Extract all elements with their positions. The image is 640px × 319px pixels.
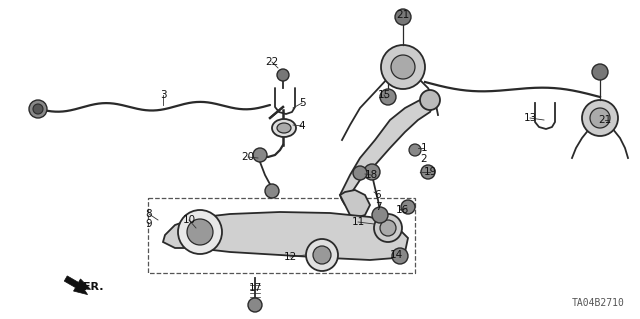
Circle shape [409, 144, 421, 156]
Circle shape [401, 200, 415, 214]
Circle shape [381, 45, 425, 89]
Text: 21: 21 [598, 115, 612, 125]
Circle shape [29, 100, 47, 118]
Circle shape [380, 220, 396, 236]
Text: 18: 18 [364, 170, 378, 180]
Text: 14: 14 [389, 250, 403, 260]
Circle shape [420, 90, 440, 110]
Text: 5: 5 [299, 98, 305, 108]
Circle shape [277, 69, 289, 81]
Text: 13: 13 [524, 113, 536, 123]
Ellipse shape [272, 119, 296, 137]
Circle shape [421, 165, 435, 179]
Text: 2: 2 [420, 154, 428, 164]
Text: 9: 9 [146, 219, 152, 229]
Text: 1: 1 [420, 143, 428, 153]
Text: 15: 15 [378, 90, 390, 100]
Text: 6: 6 [374, 190, 381, 200]
Text: 20: 20 [241, 152, 255, 162]
Text: 7: 7 [374, 202, 381, 212]
Text: 17: 17 [248, 283, 262, 293]
Circle shape [353, 166, 367, 180]
Circle shape [372, 207, 388, 223]
Circle shape [374, 214, 402, 242]
Polygon shape [340, 190, 370, 218]
Text: 8: 8 [146, 209, 152, 219]
Text: 12: 12 [284, 252, 296, 262]
Circle shape [33, 104, 43, 114]
Text: 19: 19 [424, 167, 436, 177]
Circle shape [582, 100, 618, 136]
Circle shape [253, 148, 267, 162]
Circle shape [364, 164, 380, 180]
Ellipse shape [277, 123, 291, 133]
Circle shape [178, 210, 222, 254]
Text: 22: 22 [266, 57, 278, 67]
Polygon shape [64, 276, 91, 295]
Circle shape [187, 219, 213, 245]
Circle shape [391, 55, 415, 79]
Text: 3: 3 [160, 90, 166, 100]
Circle shape [592, 64, 608, 80]
Polygon shape [163, 212, 408, 260]
Circle shape [392, 248, 408, 264]
Circle shape [248, 298, 262, 312]
Polygon shape [340, 98, 435, 205]
Text: TA04B2710: TA04B2710 [572, 298, 625, 308]
Text: 4: 4 [299, 121, 305, 131]
Circle shape [313, 246, 331, 264]
Text: FR.: FR. [83, 282, 104, 292]
Circle shape [306, 239, 338, 271]
Circle shape [395, 9, 411, 25]
Circle shape [380, 89, 396, 105]
Text: 16: 16 [396, 205, 408, 215]
Text: 11: 11 [351, 217, 365, 227]
Circle shape [265, 184, 279, 198]
Circle shape [590, 108, 610, 128]
Text: 21: 21 [396, 10, 410, 20]
Text: 10: 10 [182, 215, 196, 225]
